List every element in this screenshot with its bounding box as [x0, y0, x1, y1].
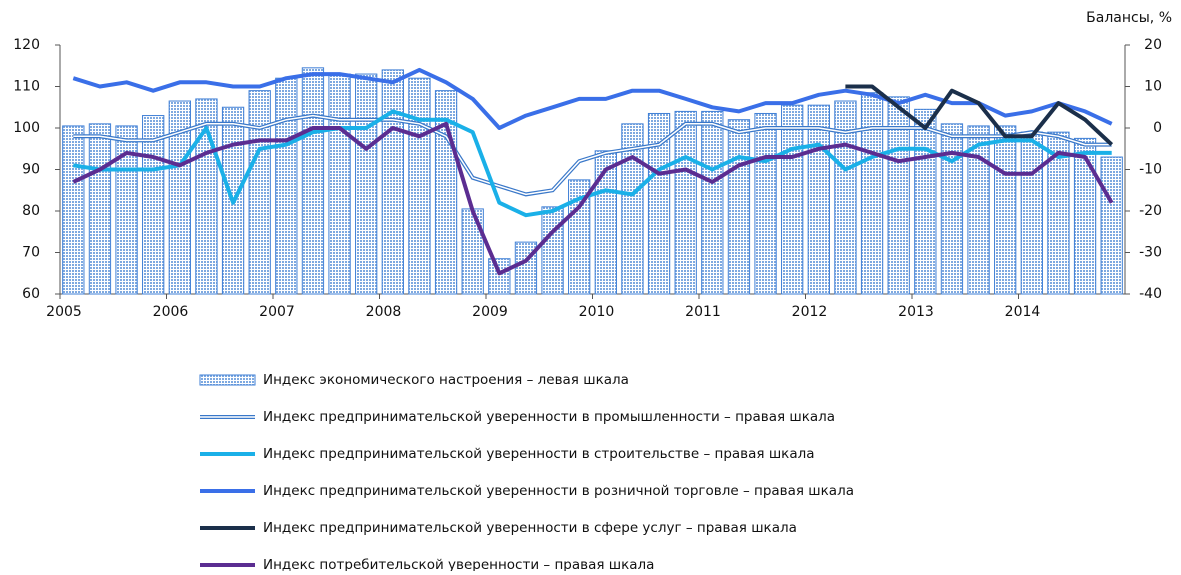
bar — [940, 123, 964, 295]
bar — [674, 110, 697, 295]
bar — [701, 110, 724, 295]
y2-tick-label: -40 — [1139, 286, 1162, 302]
bar — [781, 104, 804, 295]
y-tick-label: 90 — [22, 162, 40, 178]
bar — [355, 73, 378, 295]
x-tick-label: 2005 — [46, 304, 82, 320]
bar — [88, 123, 112, 295]
legend-swatch — [199, 374, 256, 386]
bar — [301, 67, 325, 295]
y-tick-label: 100 — [13, 120, 40, 136]
y2-tick-label: -20 — [1139, 203, 1162, 219]
bar — [834, 100, 857, 295]
bar — [461, 208, 484, 295]
bar — [275, 77, 298, 295]
bar — [541, 206, 564, 295]
y-tick-label: 110 — [13, 79, 40, 95]
bar — [914, 108, 937, 295]
x-tick-label: 2006 — [153, 304, 189, 320]
bar — [621, 123, 644, 295]
legend-label: Индекс потребительской уверенности – пра… — [263, 557, 654, 571]
bar — [860, 92, 884, 295]
bar — [887, 96, 910, 295]
y2-tick-label: -10 — [1139, 162, 1162, 178]
bar — [381, 69, 404, 295]
bar — [727, 119, 751, 295]
y-tick-label: 120 — [13, 37, 40, 53]
bar — [1100, 156, 1123, 295]
bar — [62, 125, 85, 295]
x-tick-label: 2011 — [685, 304, 721, 320]
line — [72, 67, 1113, 130]
legend-label: Индекс предпринимательской уверенности в… — [263, 483, 854, 499]
bar — [328, 73, 351, 295]
bar — [967, 125, 990, 295]
x-tick-label: 2007 — [259, 304, 295, 320]
y2-axis-label: Балансы, % — [1086, 10, 1172, 26]
bar — [408, 77, 431, 295]
line — [72, 121, 1114, 276]
x-tick-label: 2013 — [898, 304, 934, 320]
y-tick-label: 80 — [22, 203, 40, 219]
bar — [1047, 131, 1070, 295]
y2-tick-label: 10 — [1144, 79, 1162, 95]
bar — [488, 258, 511, 295]
bar — [647, 112, 671, 295]
bar — [568, 179, 591, 295]
x-tick-label: 2008 — [366, 304, 402, 320]
legend-label: Индекс предпринимательской уверенности в… — [263, 520, 797, 536]
x-tick-label: 2012 — [792, 304, 828, 320]
bar — [248, 90, 271, 295]
bar — [1020, 131, 1043, 295]
legend-label: Индекс предпринимательской уверенности в… — [263, 409, 835, 425]
legend-label: Индекс экономического настроения – левая… — [263, 372, 629, 388]
y-tick-label: 60 — [22, 286, 40, 302]
y2-tick-label: 0 — [1153, 120, 1162, 136]
bar — [594, 150, 617, 295]
x-tick-label: 2009 — [472, 304, 508, 320]
bar — [754, 112, 777, 295]
y2-tick-label: 20 — [1144, 37, 1162, 53]
bar — [168, 100, 191, 295]
line-inner — [73, 114, 1112, 196]
x-tick-label: 2010 — [579, 304, 615, 320]
line — [845, 84, 1114, 147]
bar — [807, 104, 830, 295]
bar — [994, 125, 1017, 295]
bar — [1073, 137, 1097, 295]
x-tick-label: 2014 — [1005, 304, 1041, 320]
legend: Индекс экономического настроения – левая… — [199, 372, 854, 573]
legend-label: Индекс предпринимательской уверенности в… — [263, 446, 815, 462]
y-tick-label: 70 — [22, 245, 40, 261]
y2-tick-label: -30 — [1139, 245, 1162, 261]
